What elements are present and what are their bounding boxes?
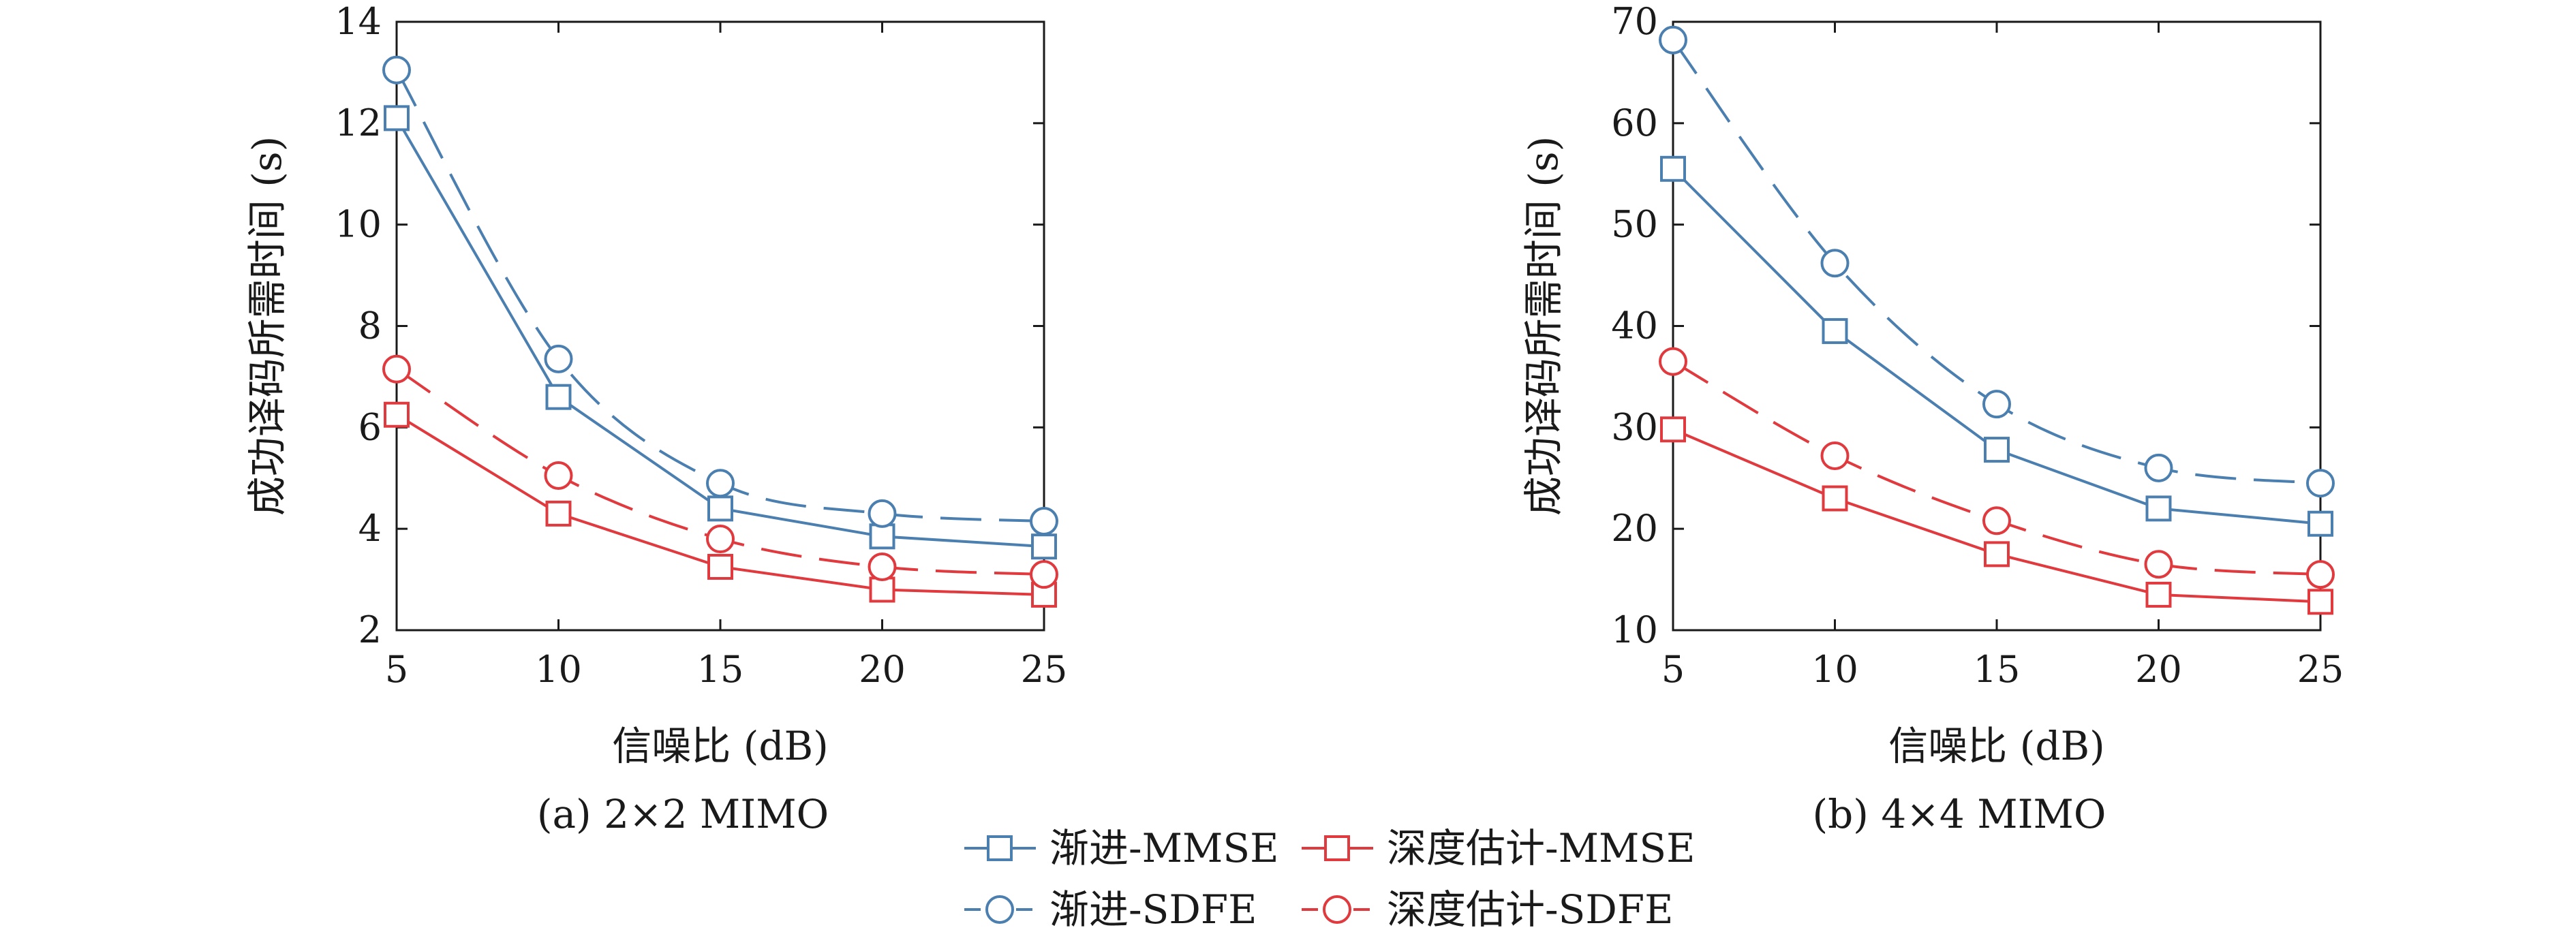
series-1 xyxy=(382,55,1058,536)
data-point xyxy=(868,552,897,581)
y-tick-label: 4 xyxy=(358,507,382,550)
data-point xyxy=(2306,560,2335,589)
data-point xyxy=(2145,495,2172,522)
data-point xyxy=(707,553,733,580)
y-tick-label: 40 xyxy=(1611,305,1658,347)
data-point xyxy=(544,344,573,373)
series-3 xyxy=(1659,347,2335,589)
chart-caption: (a) 2×2 MIMO xyxy=(537,791,829,837)
series-line xyxy=(1672,39,2321,485)
series-3 xyxy=(382,354,1058,589)
y-tick-label: 6 xyxy=(358,405,382,448)
series-line xyxy=(395,69,1045,523)
series-2 xyxy=(384,401,1057,608)
legend-marker xyxy=(1323,895,1351,924)
data-point xyxy=(1030,507,1058,536)
data-point xyxy=(1660,416,1686,443)
y-tick-label: 50 xyxy=(1611,203,1658,246)
x-tick-label: 15 xyxy=(697,648,744,691)
x-axis-label: 信噪比 (dB) xyxy=(612,723,828,769)
data-point xyxy=(545,384,572,410)
y-tick-label: 14 xyxy=(335,0,382,43)
data-point xyxy=(1030,560,1058,589)
data-point xyxy=(706,525,735,554)
series-1 xyxy=(1659,25,2335,498)
legend-label: 渐进-MMSE xyxy=(1049,825,1278,871)
data-point xyxy=(1822,485,1848,512)
data-point xyxy=(869,576,895,603)
y-tick-label: 70 xyxy=(1611,0,1658,43)
data-point xyxy=(1984,541,2010,568)
x-tick-label: 20 xyxy=(859,648,906,691)
data-point xyxy=(1820,441,1850,471)
y-tick-label: 30 xyxy=(1611,405,1658,448)
data-point xyxy=(382,55,411,84)
legend-marker xyxy=(987,835,1013,861)
data-point xyxy=(1659,347,1687,376)
data-point xyxy=(869,523,895,550)
legend-label: 深度估计-SDFE xyxy=(1387,886,1673,932)
series-0 xyxy=(1660,155,2333,537)
data-point xyxy=(1820,249,1850,278)
legend-item: 渐进-SDFE xyxy=(964,886,1257,932)
data-point xyxy=(2307,510,2333,537)
y-tick-label: 10 xyxy=(1611,608,1658,651)
chart-caption: (b) 4×4 MIMO xyxy=(1813,791,2106,837)
y-tick-label: 8 xyxy=(358,305,382,347)
y-axis-label: 成功译码所需时间 (s) xyxy=(244,136,290,516)
legend-label: 深度估计-MMSE xyxy=(1387,825,1695,871)
y-tick-label: 20 xyxy=(1611,507,1658,550)
legend-item: 深度估计-SDFE xyxy=(1302,886,1673,932)
x-tick-label: 5 xyxy=(385,648,408,691)
data-point xyxy=(384,105,410,131)
legend: 渐进-MMSE 深度估计-MMSE 渐进-SDFE 深度估计-SDFE xyxy=(964,825,1695,932)
data-point xyxy=(2144,550,2173,579)
x-tick-label: 25 xyxy=(2297,648,2344,691)
data-point xyxy=(382,354,411,384)
y-axis-label: 成功译码所需时间 (s) xyxy=(1520,136,1567,516)
data-point xyxy=(1982,506,2011,535)
series-0 xyxy=(384,105,1057,560)
data-point xyxy=(1822,317,1848,344)
x-tick-label: 25 xyxy=(1021,648,1068,691)
y-tick-label: 2 xyxy=(358,608,382,651)
data-point xyxy=(2144,453,2173,482)
data-point xyxy=(706,469,735,498)
y-tick-label: 10 xyxy=(335,203,382,246)
data-point xyxy=(1660,155,1686,182)
legend-label: 渐进-SDFE xyxy=(1049,886,1257,932)
x-tick-label: 20 xyxy=(2135,648,2182,691)
data-point xyxy=(707,495,733,522)
data-point xyxy=(1031,533,1057,560)
y-tick-label: 60 xyxy=(1611,102,1658,144)
data-point xyxy=(384,401,410,428)
legend-item: 深度估计-MMSE xyxy=(1302,825,1695,871)
data-point xyxy=(868,499,897,528)
data-point xyxy=(2306,469,2335,498)
x-tick-label: 10 xyxy=(535,648,582,691)
data-point xyxy=(545,500,572,527)
x-tick-label: 10 xyxy=(1811,648,1858,691)
legend-item: 渐进-MMSE xyxy=(964,825,1278,871)
x-axis-label: 信噪比 (dB) xyxy=(1888,723,2104,769)
x-tick-label: 15 xyxy=(1974,648,2021,691)
series-2 xyxy=(1660,416,2333,615)
chart-panel-a: 2 4 6 8 10 12 14 5 10 15 20 25 信噪比 (dB) 成功译码所需时间 (s) (… xyxy=(244,0,1067,837)
data-point xyxy=(544,461,573,491)
x-tick-label: 5 xyxy=(1661,648,1685,691)
data-point xyxy=(1982,390,2011,419)
data-point xyxy=(2307,589,2333,615)
y-tick-label: 12 xyxy=(335,102,382,144)
data-point xyxy=(1984,437,2010,463)
data-point xyxy=(2145,581,2172,608)
legend-marker xyxy=(985,895,1014,924)
legend-marker xyxy=(1324,835,1350,861)
data-point xyxy=(1659,25,1687,55)
